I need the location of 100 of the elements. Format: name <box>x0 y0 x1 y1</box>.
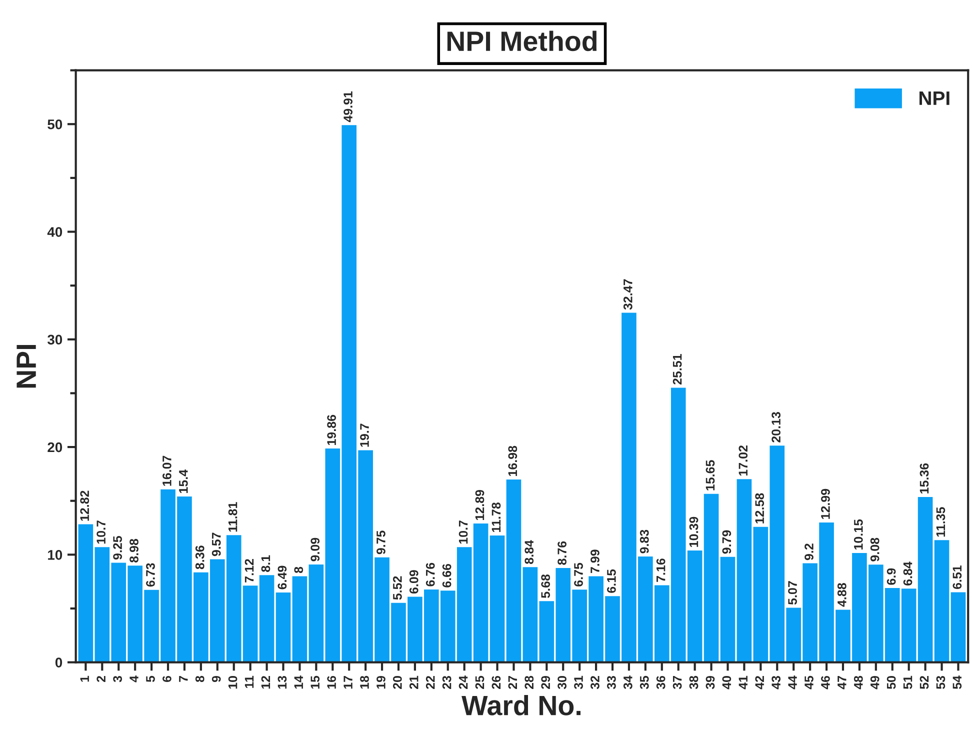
data-label: 11.78 <box>492 502 501 532</box>
data-label: 8.84 <box>524 540 534 564</box>
x-tick-label: 18 <box>360 676 369 689</box>
x-tick-label: 41 <box>738 676 748 690</box>
x-tick-label: 5 <box>146 676 155 682</box>
x-tick-label: 17 <box>344 676 352 689</box>
x-tick-label: 15 <box>310 676 320 689</box>
x-tick-label: 42 <box>755 676 764 690</box>
x-tick-label: 7 <box>179 676 188 682</box>
x-tick-label: 20 <box>392 676 402 689</box>
x-tick-label: 43 <box>772 676 781 690</box>
x-tick-label: 4 <box>130 676 138 682</box>
x-tick-label: 45 <box>804 676 814 690</box>
data-label: 19.86 <box>327 414 336 445</box>
data-label: 12.89 <box>475 490 484 520</box>
data-label: 6.73 <box>146 563 155 587</box>
bar <box>292 576 308 662</box>
x-tick-label: 39 <box>706 676 715 690</box>
data-label: 6.9 <box>886 568 896 585</box>
data-label: 16.07 <box>162 456 172 486</box>
data-label: 7.99 <box>590 550 600 573</box>
data-label: 12.82 <box>80 490 90 521</box>
data-label: 10.7 <box>458 520 468 544</box>
x-tick-label: 53 <box>936 676 946 690</box>
x-tick-label: 47 <box>838 676 846 690</box>
x-tick-label: 22 <box>426 676 435 689</box>
x-tick-label: 9 <box>212 676 221 682</box>
data-label: 6.49 <box>278 566 287 590</box>
bar <box>736 479 752 662</box>
x-tick-label: 48 <box>854 676 863 690</box>
data-label: 9.83 <box>640 530 649 554</box>
y-tick-label: 20 <box>48 442 62 452</box>
x-tick-label: 54 <box>952 676 962 690</box>
x-tick-label: 50 <box>886 676 896 690</box>
data-label: 10.15 <box>854 519 863 550</box>
data-label: 4.88 <box>837 583 846 607</box>
data-label: 8.76 <box>558 541 566 565</box>
data-label: 7.12 <box>244 559 254 582</box>
y-tick-label: 0 <box>55 658 62 668</box>
data-label: 11.81 <box>228 502 238 532</box>
data-label: 6.66 <box>442 564 452 588</box>
data-label: 9.25 <box>113 536 122 560</box>
data-label: 9.79 <box>722 530 732 554</box>
data-label: 5.68 <box>541 574 550 598</box>
x-tick-label: 23 <box>442 676 452 689</box>
data-label: 25.51 <box>672 354 682 385</box>
bar <box>259 575 274 662</box>
x-tick-label: 2 <box>96 676 106 682</box>
x-tick-label: 46 <box>821 676 830 690</box>
data-label: 15.36 <box>920 463 929 494</box>
x-tick-label: 34 <box>623 676 632 690</box>
x-tick-label: 10 <box>228 676 238 689</box>
chart-title: NPI Method <box>447 30 597 52</box>
x-tick-label: 21 <box>409 676 418 689</box>
x-tick-label: 13 <box>278 676 287 689</box>
x-tick-label: 1 <box>80 676 89 682</box>
data-label: 8 <box>294 566 304 574</box>
x-tick-label: 16 <box>327 676 336 689</box>
x-tick-label: 6 <box>162 676 172 682</box>
data-label: 17.02 <box>738 446 748 476</box>
data-label: 49.91 <box>344 91 352 122</box>
y-tick-label: 50 <box>48 119 62 130</box>
data-label: 9.08 <box>870 538 880 562</box>
data-label: 9.75 <box>376 530 386 554</box>
x-tick-label: 14 <box>294 676 303 689</box>
x-tick-label: 36 <box>656 676 666 690</box>
x-tick-label: 8 <box>195 676 204 682</box>
data-label: 12.58 <box>755 493 764 524</box>
legend-label: NPI <box>920 92 950 105</box>
data-label: 10.39 <box>689 516 698 547</box>
data-label: 5.52 <box>392 576 402 600</box>
y-tick-label: 10 <box>48 550 62 560</box>
data-label: 6.76 <box>426 562 435 586</box>
x-tick-label: 11 <box>244 676 254 688</box>
y-tick-label: 30 <box>47 334 62 345</box>
data-label: 6.51 <box>952 565 962 589</box>
x-tick-label: 32 <box>590 676 600 690</box>
y-tick-label: 40 <box>47 227 62 237</box>
bar <box>276 592 291 662</box>
data-label: 19.7 <box>360 424 369 447</box>
x-tick-label: 29 <box>541 676 550 689</box>
x-tick-label: 31 <box>574 676 583 690</box>
data-label: 10.7 <box>96 520 106 544</box>
data-label: 16.98 <box>508 446 518 476</box>
data-label: 20.13 <box>772 412 781 442</box>
data-label: 7.16 <box>656 558 666 582</box>
x-tick-label: 24 <box>458 676 468 689</box>
data-label: 15.65 <box>706 460 715 490</box>
data-label: 6.09 <box>409 570 418 594</box>
data-label: 9.09 <box>310 538 320 562</box>
x-tick-label: 25 <box>475 676 484 689</box>
y-axis-title: NPI <box>16 345 36 388</box>
bar <box>522 567 538 662</box>
x-tick-label: 19 <box>376 676 386 689</box>
data-label: 6.15 <box>607 569 616 593</box>
data-label: 12.99 <box>821 488 830 519</box>
data-label: 9.57 <box>212 532 221 556</box>
data-label: 32.47 <box>623 279 632 310</box>
x-tick-label: 51 <box>903 676 912 690</box>
data-label: 8.1 <box>261 555 270 572</box>
